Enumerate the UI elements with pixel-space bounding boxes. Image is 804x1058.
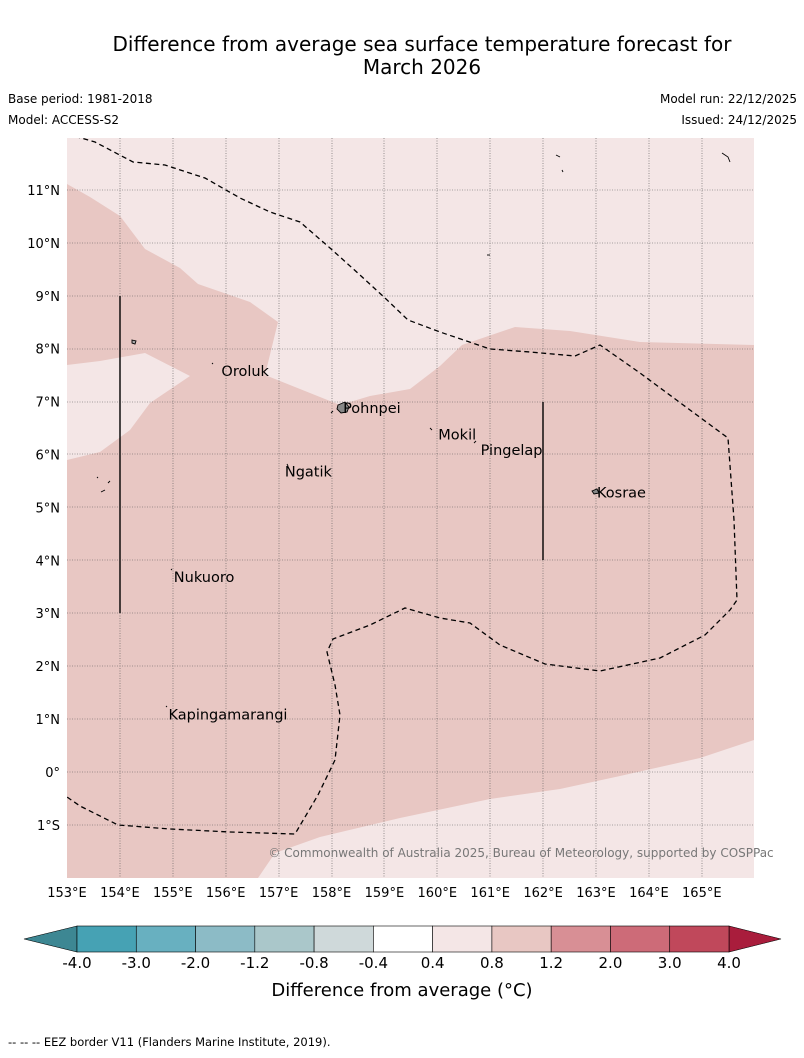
title-line-2: March 2026: [362, 55, 482, 79]
longitude-labels: 153°E 154°E 155°E 156°E 157°E 158°E 159°E 160°E…: [47, 886, 721, 901]
lon-tick-label: 157°E: [259, 886, 299, 901]
pingelap-marker: [473, 440, 477, 444]
colorbar-tick-label: 0.8: [480, 954, 504, 972]
kosrae-island: [591, 488, 600, 495]
place-label-pohnpei: Pohnpei: [343, 401, 401, 417]
lat-tick-label: 2°N: [36, 660, 61, 675]
lat-tick-label: 1°N: [36, 713, 61, 728]
lon-tick-label: 164°E: [629, 886, 669, 901]
island-speck: [721, 152, 731, 163]
colorbar-segment: [432, 925, 493, 953]
title-line-1: Difference from average sea surface temp…: [112, 32, 732, 56]
colorbar-segment: [76, 925, 137, 953]
model-name: Model: ACCESS-S2: [8, 113, 120, 127]
eez-borders: [67, 138, 738, 835]
lon-tick-label: 165°E: [682, 886, 722, 901]
colorbar-tick-label: 4.0: [717, 954, 741, 972]
lat-tick-label: 6°N: [36, 449, 61, 464]
lon-tick-label: 155°E: [153, 886, 193, 901]
colorbar-segment: [254, 925, 315, 953]
place-label-kosrae: Kosrae: [597, 486, 646, 502]
oroluk-marker: [211, 362, 214, 365]
lat-tick-label: 8°N: [36, 343, 61, 358]
lon-tick-label: 161°E: [470, 886, 510, 901]
lat-tick-label: 0°: [45, 766, 60, 781]
lon-tick-label: 156°E: [206, 886, 246, 901]
island-speck: [96, 476, 111, 493]
place-label-mokil: Mokil: [438, 427, 476, 443]
lat-tick-label: 7°N: [36, 396, 61, 411]
colorbar-segment: [669, 925, 730, 953]
place-label-nukuoro: Nukuoro: [174, 570, 235, 586]
place-label-pingelap: Pingelap: [481, 443, 543, 459]
lat-tick-label: 5°N: [36, 501, 61, 516]
mokil-marker: [429, 427, 433, 431]
anomaly-inset-light: [67, 353, 190, 460]
colorbar-tick-label: -1.2: [240, 954, 269, 972]
colorbar-tick-label: 1.2: [539, 954, 563, 972]
colorbar-segment: [313, 925, 374, 953]
lat-tick-label: 10°N: [27, 237, 60, 252]
island-speck: [555, 154, 564, 173]
colorbar-segment: [135, 925, 196, 953]
base-period: Base period: 1981-2018: [8, 92, 153, 106]
colorbar-segment: [491, 925, 552, 953]
colorbar-segment: [195, 925, 256, 953]
colorbar-over-arrow: [728, 925, 782, 953]
pohnpei-island: [336, 401, 350, 414]
footer-note: -- -- -- EEZ border V11 (Flanders Marine…: [8, 1035, 331, 1049]
colorbar-tick-label: 0.4: [421, 954, 445, 972]
lon-tick-label: 153°E: [47, 886, 87, 901]
colorbar-under-arrow: [23, 925, 78, 953]
lat-tick-label: 3°N: [36, 607, 61, 622]
lat-tick-label: 9°N: [36, 290, 61, 305]
lon-tick-label: 159°E: [365, 886, 405, 901]
colorbar-tick-label: 3.0: [658, 954, 682, 972]
chart-title: Difference from average sea surface temp…: [60, 33, 784, 79]
colorbar-segment: [610, 925, 671, 953]
colorbar-tick-label: 2.0: [599, 954, 623, 972]
issued-date: Issued: 24/12/2025: [681, 113, 797, 127]
colorbar-tick-label: -3.0: [122, 954, 151, 972]
nukuoro-marker: [170, 568, 173, 571]
copyright-notice: © Commonwealth of Australia 2025, Bureau…: [268, 846, 773, 860]
lon-tick-label: 162°E: [523, 886, 563, 901]
anomaly-band-0.8-1.2: [67, 184, 754, 878]
lat-tick-label: 11°N: [27, 184, 60, 199]
model-run: Model run: 22/12/2025: [659, 92, 797, 106]
lon-tick-label: 163°E: [576, 886, 616, 901]
lon-tick-label: 154°E: [100, 886, 140, 901]
colorbar-segment: [373, 925, 433, 953]
colorbar-tick-label: -4.0: [62, 954, 91, 972]
colorbar-label: Difference from average (°C): [271, 980, 533, 1001]
colorbar-tick-label: -0.8: [299, 954, 328, 972]
lon-tick-label: 160°E: [418, 886, 458, 901]
colorbar-tick-label: -2.0: [181, 954, 210, 972]
lon-tick-label: 158°E: [312, 886, 352, 901]
anomaly-field: [67, 138, 754, 878]
latitude-labels: 11°N 10°N 9°N 8°N 7°N 6°N 5°N 4°N 3°N 2°N 1°N 0° 1°S: [27, 184, 60, 834]
ngatik-marker: [286, 463, 289, 467]
colorbar-tick-label: -0.4: [359, 954, 388, 972]
colorbar-segment: [550, 925, 611, 953]
place-label-kapingamarangi: Kapingamarangi: [169, 708, 288, 724]
kapingamarangi-marker: [165, 705, 168, 708]
colorbar: -4.0 -3.0 -2.0 -1.2 -0.8 -0.4 0.4 0.8 1.2 2.0 3.0 4…: [23, 925, 782, 972]
lat-tick-label: 1°S: [37, 819, 60, 834]
place-label-ngatik: Ngatik: [285, 464, 333, 480]
place-labels: Oroluk Pohnpei Mokil Pingelap Ngatik Kosrae Nu…: [169, 364, 647, 724]
islands: [96, 152, 731, 708]
island-speck: [330, 410, 334, 414]
place-label-oroluk: Oroluk: [221, 364, 269, 380]
small-island: [131, 339, 137, 345]
lat-tick-label: 4°N: [36, 554, 61, 569]
